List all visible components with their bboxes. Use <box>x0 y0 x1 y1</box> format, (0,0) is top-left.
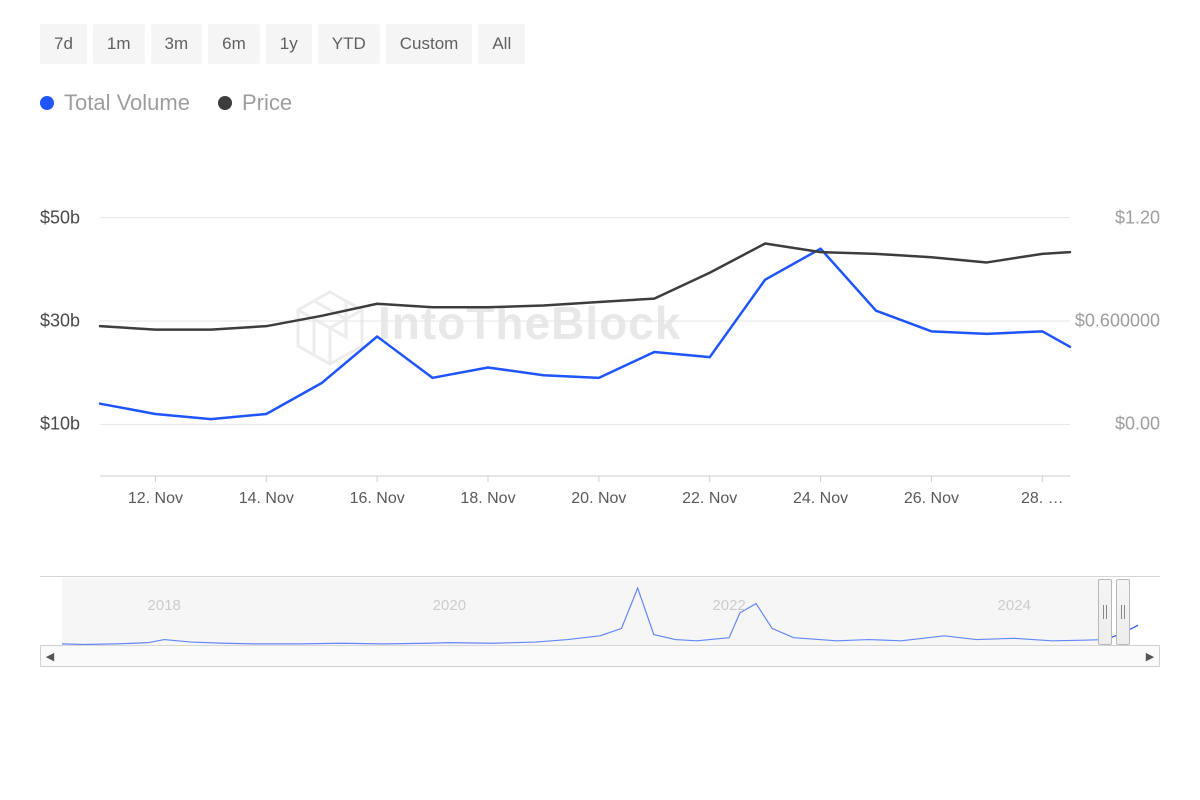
navigator-scrollbar[interactable]: ◀ ▶ <box>40 645 1160 667</box>
yaxis-right-tick: $0.00 <box>1115 414 1160 435</box>
xaxis-tick: 18. Nov <box>460 490 515 508</box>
xaxis-tick: 16. Nov <box>350 490 405 508</box>
range-6m[interactable]: 6m <box>208 24 260 64</box>
xaxis-tick: 26. Nov <box>904 490 959 508</box>
scroll-right-icon[interactable]: ▶ <box>1141 647 1159 665</box>
xaxis-tick: 14. Nov <box>239 490 294 508</box>
xaxis-tick: 12. Nov <box>128 490 183 508</box>
xaxis-tick: 22. Nov <box>682 490 737 508</box>
chart-legend: Total Volume Price <box>40 90 1160 116</box>
yaxis-right-tick: $0.600000 <box>1075 311 1160 332</box>
range-all[interactable]: All <box>478 24 525 64</box>
legend-item-price[interactable]: Price <box>218 90 292 116</box>
navigator-handle-right[interactable] <box>1116 579 1130 645</box>
legend-dot-volume <box>40 96 54 110</box>
navigator-mask <box>62 578 1104 646</box>
range-1y[interactable]: 1y <box>266 24 312 64</box>
xaxis-tick: 28. … <box>1021 490 1064 508</box>
xaxis-tick: 24. Nov <box>793 490 848 508</box>
chart-canvas <box>40 166 1160 526</box>
range-selector: 7d 1m 3m 6m 1y YTD Custom All <box>40 24 1160 64</box>
legend-item-volume[interactable]: Total Volume <box>40 90 190 116</box>
range-7d[interactable]: 7d <box>40 24 87 64</box>
yaxis-left-tick: $10b <box>40 414 80 435</box>
range-3m[interactable]: 3m <box>151 24 203 64</box>
range-ytd[interactable]: YTD <box>318 24 380 64</box>
time-navigator[interactable]: ◀ ▶ 2018202020222024 <box>40 576 1160 667</box>
navigator-handle-left[interactable] <box>1098 579 1112 645</box>
yaxis-right-tick: $1.20 <box>1115 207 1160 228</box>
yaxis-left-tick: $50b <box>40 207 80 228</box>
xaxis-tick: 20. Nov <box>571 490 626 508</box>
legend-label-volume: Total Volume <box>64 90 190 116</box>
main-chart[interactable]: IntoTheBlock $10b$30b$50b$0.00$0.600000$… <box>40 166 1160 526</box>
range-custom[interactable]: Custom <box>386 24 473 64</box>
scroll-left-icon[interactable]: ◀ <box>41 647 59 665</box>
yaxis-left-tick: $30b <box>40 311 80 332</box>
range-1m[interactable]: 1m <box>93 24 145 64</box>
legend-label-price: Price <box>242 90 292 116</box>
legend-dot-price <box>218 96 232 110</box>
